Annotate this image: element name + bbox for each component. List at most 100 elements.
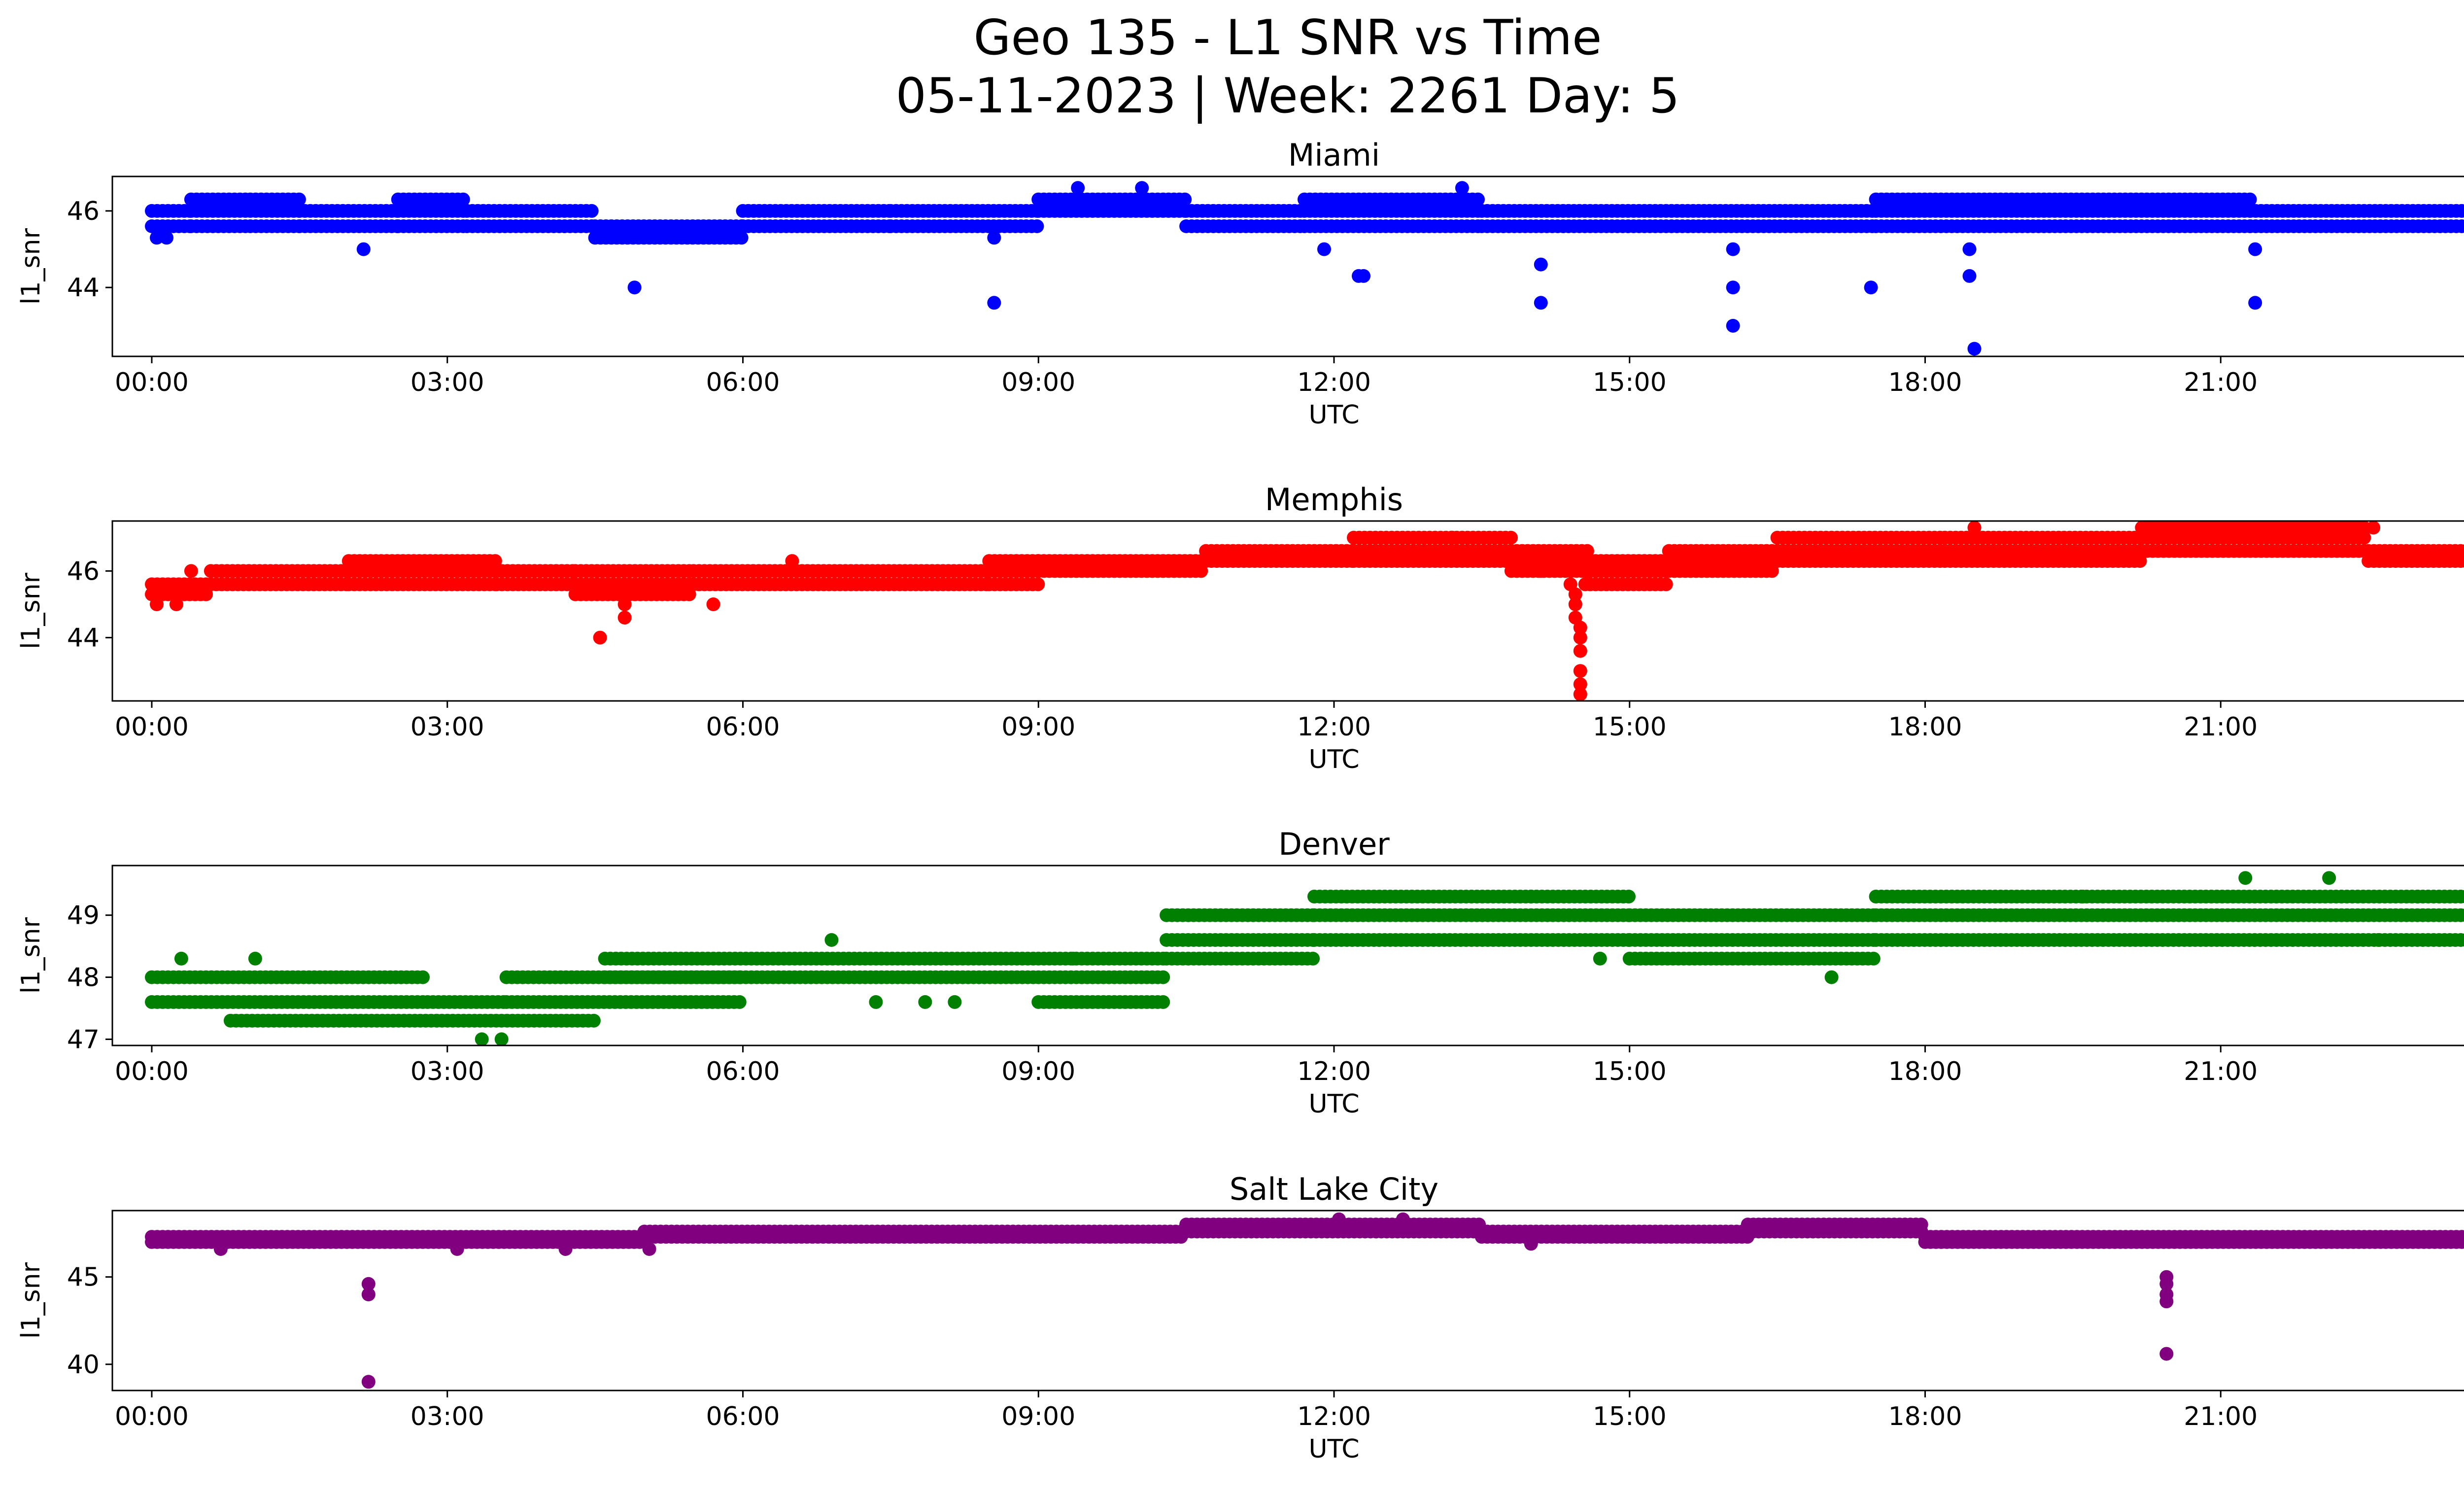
data-point-outlier: [1524, 1237, 1538, 1251]
data-point-outlier: [1396, 1212, 1410, 1226]
data-point-outlier: [475, 1032, 489, 1045]
x-tick-label: 00:00: [115, 1402, 189, 1431]
data-point-outlier: [1573, 677, 1587, 692]
data-point-outlier: [918, 995, 932, 1009]
data-point-outlier: [2159, 1294, 2174, 1309]
panel-title: Denver: [1278, 826, 1390, 862]
data-point-outlier: [1962, 242, 1977, 256]
x-tick-label: 15:00: [1593, 368, 1667, 397]
data-point: [586, 1013, 601, 1028]
x-tick-label: 15:00: [1593, 1402, 1667, 1431]
y-tick-label: 44: [67, 273, 100, 303]
data-point: [584, 204, 599, 218]
data-point-outlier: [1534, 296, 1548, 310]
y-tick-label: 46: [67, 556, 100, 586]
x-tick-label: 12:00: [1297, 368, 1371, 397]
data-point-outlier: [987, 296, 1001, 310]
x-tick-label: 09:00: [1001, 712, 1075, 742]
x-tick-label: 15:00: [1593, 1057, 1667, 1086]
y-axis-label: l1_snr: [16, 917, 46, 994]
data-point: [1471, 192, 1485, 207]
x-tick-label: 09:00: [1001, 1057, 1075, 1086]
data-point-outlier: [184, 564, 198, 578]
series-markers: [145, 521, 2464, 701]
data-point-outlier: [494, 1032, 509, 1045]
data-point: [1178, 192, 1192, 207]
x-tick-label: 03:00: [411, 1402, 484, 1431]
data-point-outlier: [1573, 630, 1587, 645]
data-point-outlier: [2159, 1347, 2174, 1361]
y-tick-label: 49: [67, 901, 100, 931]
x-tick-label: 00:00: [115, 1057, 189, 1086]
panel-title: Salt Lake City: [1230, 1171, 1438, 1207]
x-tick-label: 12:00: [1297, 1402, 1371, 1431]
data-point-outlier: [987, 231, 1001, 245]
data-point: [2460, 220, 2464, 233]
x-tick-label: 06:00: [706, 712, 780, 742]
x-tick-label: 12:00: [1297, 712, 1371, 742]
panel-title: Memphis: [1265, 482, 1403, 518]
data-point-outlier: [1534, 257, 1548, 272]
data-point: [416, 970, 430, 984]
data-point-outlier: [2159, 1277, 2174, 1291]
x-axis-label: UTC: [1308, 745, 1359, 774]
data-point-outlier: [948, 995, 962, 1009]
data-point: [1156, 970, 1170, 984]
x-tick-label: 15:00: [1593, 712, 1667, 742]
data-point: [2460, 205, 2464, 217]
data-point-outlier: [617, 597, 632, 611]
x-tick-label: 03:00: [411, 368, 484, 397]
figure-title-line-2: 05-11-2023 | Week: 2261 Day: 5: [895, 68, 1680, 124]
data-point-outlier: [1357, 269, 1370, 283]
data-point-outlier: [1524, 889, 1538, 904]
data-point-outlier: [1726, 318, 1740, 333]
data-point-outlier: [1573, 687, 1587, 701]
x-tick-label: 21:00: [2184, 1057, 2258, 1086]
y-axis-label: l1_snr: [16, 1262, 46, 1339]
data-point-outlier: [2371, 933, 2386, 947]
x-tick-label: 06:00: [706, 1402, 780, 1431]
data-point-outlier: [1568, 587, 1582, 601]
data-point: [1504, 530, 1518, 545]
data-point-outlier: [642, 1242, 656, 1256]
x-tick-label: 18:00: [1888, 1057, 1962, 1086]
panel-3: Salt Lake City 00:00 03:00 06:00 09:00 12:00 1…: [16, 1171, 2464, 1464]
x-tick-label: 06:00: [706, 1057, 780, 1086]
data-point: [1156, 995, 1170, 1009]
x-tick-label: 21:00: [2184, 712, 2258, 742]
data-point-outlier: [2238, 871, 2253, 885]
data-point: [734, 231, 749, 245]
data-point-outlier: [1573, 621, 1587, 635]
figure-title-line-1: Geo 135 - L1 SNR vs Time: [973, 10, 1602, 66]
x-tick-label: 21:00: [2184, 1402, 2258, 1431]
data-point-outlier: [1726, 242, 1740, 256]
panel-2: Denver 00:00 03:00 06:00 09:00 12:00 15:00 18:0…: [16, 826, 2464, 1119]
data-point-outlier: [1573, 664, 1587, 678]
data-point-outlier: [150, 231, 164, 245]
data-point-outlier: [2411, 889, 2425, 904]
data-point: [1622, 889, 1636, 904]
data-point-outlier: [1726, 280, 1740, 295]
y-tick-label: 44: [67, 624, 100, 653]
data-point: [732, 995, 747, 1009]
x-tick-label: 18:00: [1888, 712, 1962, 742]
x-tick-label: 00:00: [115, 368, 189, 397]
y-tick-label: 45: [67, 1263, 100, 1292]
data-point-outlier: [627, 280, 642, 295]
x-tick-label: 21:00: [2184, 368, 2258, 397]
data-point: [2243, 192, 2257, 207]
data-point: [2460, 1236, 2464, 1249]
data-point-outlier: [2076, 889, 2090, 904]
data-point-outlier: [1317, 242, 1331, 256]
data-point-outlier: [450, 1242, 464, 1256]
data-point: [1030, 219, 1044, 233]
data-point-outlier: [869, 995, 883, 1009]
data-point-outlier: [150, 597, 164, 611]
x-tick-label: 09:00: [1001, 1402, 1075, 1431]
x-axis-label: UTC: [1308, 400, 1359, 430]
series-markers: [145, 181, 2464, 356]
data-point-outlier: [1445, 530, 1459, 545]
y-axis-label: l1_snr: [16, 572, 46, 649]
panel-1: Memphis 00:00 03:00 06:00 09:00 12:00 15:00 18:…: [16, 482, 2464, 774]
